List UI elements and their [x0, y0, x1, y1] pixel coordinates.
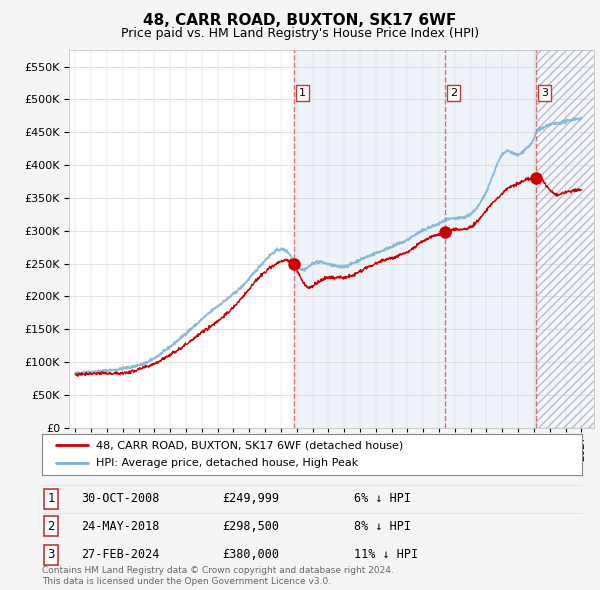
- Text: £249,999: £249,999: [222, 492, 279, 505]
- Text: Price paid vs. HM Land Registry's House Price Index (HPI): Price paid vs. HM Land Registry's House …: [121, 27, 479, 40]
- Text: 3: 3: [47, 548, 55, 561]
- Text: 1: 1: [299, 88, 306, 98]
- Text: 3: 3: [541, 88, 548, 98]
- Text: 8% ↓ HPI: 8% ↓ HPI: [354, 520, 411, 533]
- Text: 11% ↓ HPI: 11% ↓ HPI: [354, 548, 418, 561]
- Text: HPI: Average price, detached house, High Peak: HPI: Average price, detached house, High…: [96, 458, 358, 468]
- Bar: [536, 50, 597, 428]
- Text: 1: 1: [47, 492, 55, 505]
- Text: 24-MAY-2018: 24-MAY-2018: [81, 520, 160, 533]
- Text: 2: 2: [47, 520, 55, 533]
- Text: Contains HM Land Registry data © Crown copyright and database right 2024.
This d: Contains HM Land Registry data © Crown c…: [42, 566, 394, 586]
- Text: £380,000: £380,000: [222, 548, 279, 561]
- Bar: [294, 50, 536, 428]
- Bar: [536, 50, 597, 428]
- Text: 2: 2: [450, 88, 457, 98]
- Text: 30-OCT-2008: 30-OCT-2008: [81, 492, 160, 505]
- Text: 48, CARR ROAD, BUXTON, SK17 6WF: 48, CARR ROAD, BUXTON, SK17 6WF: [143, 13, 457, 28]
- Text: 27-FEB-2024: 27-FEB-2024: [81, 548, 160, 561]
- Text: £298,500: £298,500: [222, 520, 279, 533]
- Text: 6% ↓ HPI: 6% ↓ HPI: [354, 492, 411, 505]
- Text: 48, CARR ROAD, BUXTON, SK17 6WF (detached house): 48, CARR ROAD, BUXTON, SK17 6WF (detache…: [96, 440, 403, 450]
- Bar: [536, 50, 597, 428]
